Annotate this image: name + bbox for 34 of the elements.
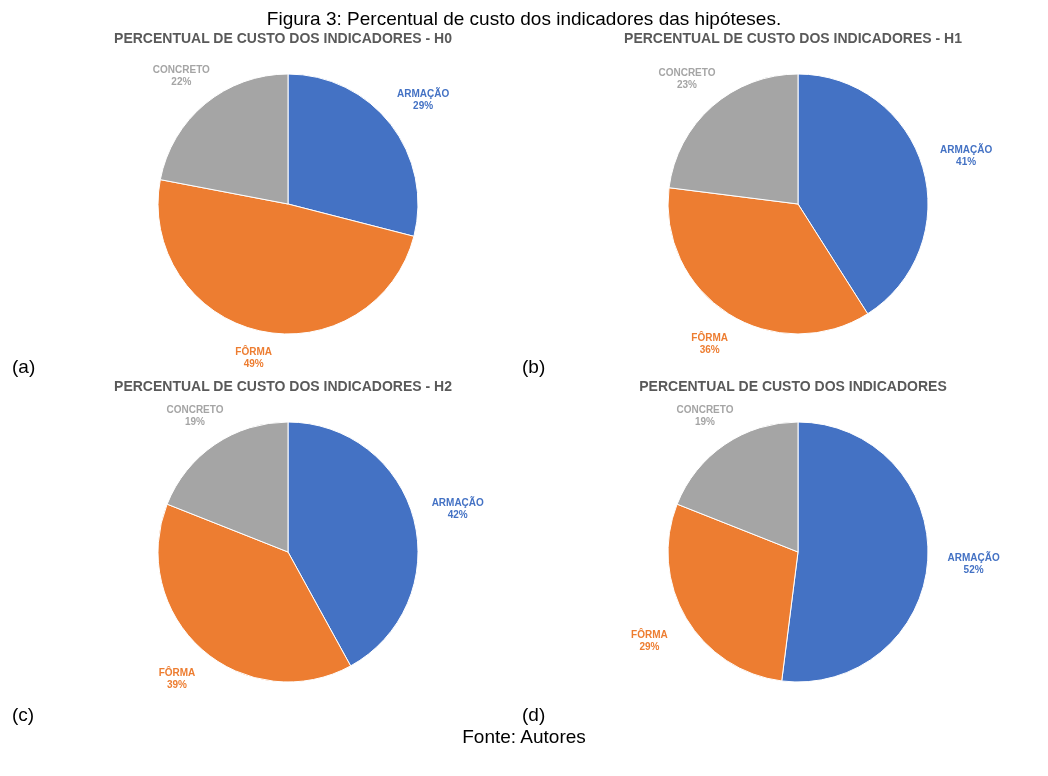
text: (d)	[522, 704, 546, 726]
text: (a)	[12, 356, 36, 378]
chart-title: PERCENTUAL DE CUSTO DOS INDICADORES - H0	[113, 30, 453, 46]
data-label: 19%	[694, 416, 716, 428]
data-label: 39%	[166, 678, 188, 690]
data-label: 19%	[184, 416, 206, 428]
slice-label: CONCRETO	[676, 404, 734, 416]
source-note: Fonte: Autores	[461, 726, 587, 748]
slice-label: ARMAÇÃO	[396, 87, 450, 100]
chart-title: PERCENTUAL DE CUSTO DOS INDICADORES - H1	[623, 30, 963, 46]
slice-label: ARMAÇÃO	[939, 143, 993, 156]
chart-title: PERCENTUAL DE CUSTO DOS INDICADORES - H2	[113, 378, 453, 394]
slice-label: CONCRETO	[166, 404, 224, 416]
data-label: 52%	[963, 564, 984, 576]
data-label: 49%	[243, 358, 264, 370]
text: (c)	[12, 704, 35, 726]
data-label: 41%	[956, 156, 977, 168]
slice-label: FÔRMA	[235, 345, 273, 358]
slice-label: ARMAÇÃO	[947, 551, 1000, 564]
slice-label: FÔRMA	[158, 665, 196, 678]
chart-title: PERCENTUAL DE CUSTO DOS INDICADORES	[638, 378, 948, 394]
data-label: 42%	[447, 509, 468, 521]
data-label: 29%	[413, 100, 434, 112]
slice-label: FÔRMA	[631, 627, 668, 640]
data-label: 29%	[639, 640, 660, 652]
slice-label: CONCRETO	[658, 67, 716, 79]
slice-label: FÔRMA	[691, 331, 728, 344]
text: Figura 3: Percentual de custo dos indicadores das hipóteses.	[265, 8, 783, 30]
data-label: 36%	[699, 344, 720, 356]
slice-label: ARMAÇÃO	[431, 496, 485, 509]
slice-label: CONCRETO	[152, 64, 211, 76]
data-label: 22%	[171, 76, 192, 88]
data-label: 23%	[676, 79, 698, 91]
text: (b)	[522, 356, 546, 378]
